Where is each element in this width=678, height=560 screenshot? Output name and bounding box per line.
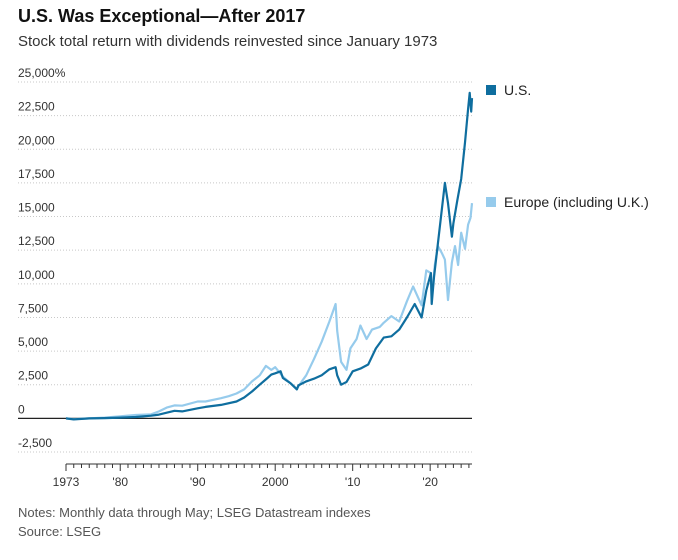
y-tick-label: 10,000: [18, 268, 55, 282]
series-lines: [65, 91, 474, 421]
y-tick-label: 2,500: [18, 369, 48, 383]
chart-title: U.S. Was Exceptional—After 2017: [18, 6, 306, 26]
x-axis: 1973 '80 '90 2000 '10 '20: [53, 463, 472, 489]
gridlines: -2,500 0 2,500 5,000 7,500 10,000 12,500 15,000…: [18, 66, 472, 453]
x-tick-label: '20: [422, 475, 438, 489]
legend: U.S. Europe (including U.K.): [486, 82, 649, 210]
x-tick-label: '90: [190, 475, 206, 489]
x-tick-label: 1973: [53, 475, 80, 489]
notes-text: Notes: Monthly data through May; LSEG Da…: [18, 505, 371, 520]
legend-label: U.S.: [504, 82, 531, 98]
y-tick-label: -2,500: [18, 436, 52, 450]
y-tick-label: 25,000%: [18, 66, 66, 80]
legend-swatch: [486, 85, 496, 95]
line-chart: -2,500 0 2,500 5,000 7,500 10,000 12,500 15,000…: [18, 66, 649, 489]
x-tick-label: '80: [112, 475, 128, 489]
legend-label: Europe (including U.K.): [504, 194, 649, 210]
y-tick-label: 12,500: [18, 234, 55, 248]
y-tick-label: 5,000: [18, 335, 48, 349]
x-tick-label: 2000: [262, 475, 289, 489]
series-line: [65, 91, 474, 421]
legend-swatch: [486, 197, 496, 207]
y-tick-label: 17,500: [18, 167, 55, 181]
y-tick-label: 22,500: [18, 100, 55, 114]
series-line: [65, 202, 474, 421]
chart-subtitle: Stock total return with dividends reinve…: [18, 33, 438, 50]
y-tick-label: 20,000: [18, 133, 55, 147]
x-tick-label: '10: [345, 475, 361, 489]
y-tick-label: 7,500: [18, 301, 48, 315]
source-text: Source: LSEG: [18, 524, 102, 539]
y-tick-label: 15,000: [18, 201, 55, 215]
y-tick-label: 0: [18, 402, 25, 416]
